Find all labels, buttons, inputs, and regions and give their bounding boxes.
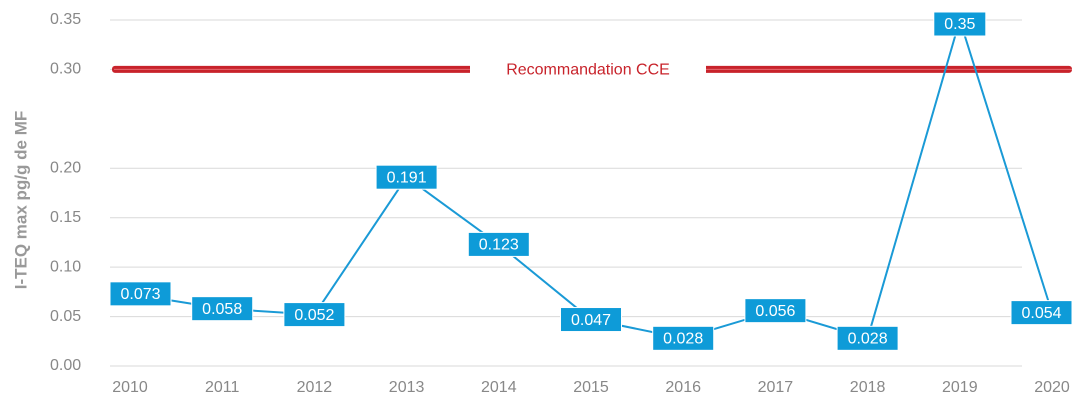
value-label: 0.028 [663, 331, 703, 348]
y-axis-label: I-TEQ max pg/g de MF [11, 111, 30, 290]
value-label: 0.191 [387, 169, 427, 186]
value-label-box [283, 302, 346, 328]
value-label: 0.054 [1021, 305, 1061, 322]
y-tick-label: 0.05 [50, 308, 81, 325]
value-label-box [191, 296, 254, 322]
y-tick-label: 0.15 [50, 209, 81, 226]
value-label: 0.052 [294, 307, 334, 324]
value-label-box [467, 231, 530, 257]
value-label-box [836, 325, 899, 351]
y-tick-label: 0.30 [50, 61, 81, 78]
value-label: 0.123 [479, 237, 519, 254]
x-tick-label: 2020 [1034, 379, 1070, 396]
reference-label-bg [470, 57, 706, 82]
value-label-box [744, 298, 807, 324]
value-label: 0.028 [848, 331, 888, 348]
value-label-box [1010, 300, 1072, 326]
value-label-box [375, 164, 438, 190]
y-tick-label: 0.10 [50, 258, 81, 275]
y-tick-label: 0.35 [50, 11, 81, 28]
value-label-box [933, 11, 987, 37]
value-label: 0.058 [202, 301, 242, 318]
value-label: 0.047 [571, 312, 611, 329]
y-tick-label: 0.00 [50, 357, 81, 374]
x-tick-label: 2012 [297, 379, 333, 396]
x-tick-label: 2016 [665, 379, 701, 396]
value-label: 0.056 [755, 303, 795, 320]
value-label: 0.35 [944, 16, 975, 33]
y-tick-label: 0.20 [50, 160, 81, 177]
x-tick-label: 2011 [205, 379, 240, 396]
x-tick-label: 2018 [850, 379, 886, 396]
x-tick-label: 2013 [389, 379, 425, 396]
value-label-box [560, 307, 622, 333]
x-tick-label: 2017 [758, 379, 794, 396]
value-label-box [652, 325, 715, 351]
x-tick-label: 2019 [942, 379, 978, 396]
reference-label: Recommandation CCE [506, 62, 670, 79]
x-tick-label: 2010 [112, 379, 148, 396]
value-label: 0.073 [120, 286, 160, 303]
x-tick-label: 2014 [481, 379, 517, 396]
value-label-box [109, 281, 172, 307]
x-tick-label: 2015 [573, 379, 609, 396]
